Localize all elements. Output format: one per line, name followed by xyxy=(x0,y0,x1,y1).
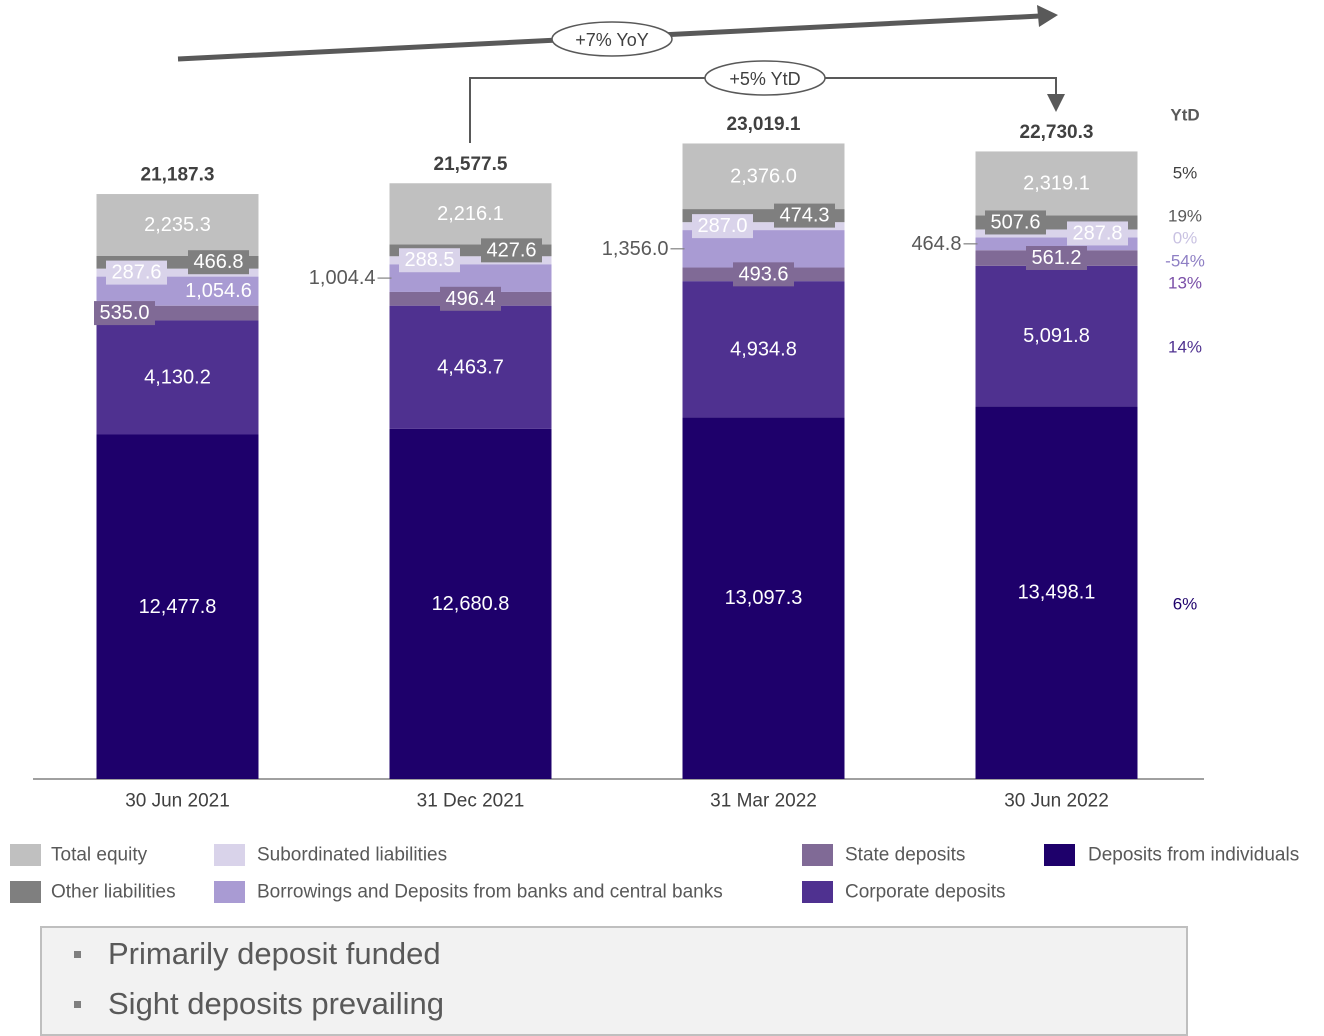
category-label-30-jun-2021: 30 Jun 2021 xyxy=(125,791,230,812)
total-label-31-mar-2022: 23,019.1 xyxy=(727,114,801,135)
bar-total-equity-30-jun-2021 xyxy=(96,194,259,256)
bar-corporate-deposits-31-mar-2022 xyxy=(682,281,845,418)
label-state-deposits-30-jun-2021: 535.0 xyxy=(99,302,149,324)
notes-box: Primarily deposit funded Sight deposits … xyxy=(40,926,1188,1036)
ytd-bubble xyxy=(704,60,826,96)
legend-label-subordinated-liabilities: Subordinated liabilities xyxy=(257,845,447,866)
label-total-equity-31-mar-2022: 2,376.0 xyxy=(730,165,797,187)
label-deposits-from-individuals-31-dec-2021: 12,680.8 xyxy=(432,593,510,615)
yoy-label: +7% YoY xyxy=(575,30,649,50)
legend-label-other-liabilities: Other liabilities xyxy=(51,882,176,903)
label-box-state-deposits-31-dec-2021 xyxy=(440,286,501,311)
label-box-subordinated-liabilities-31-mar-2022 xyxy=(692,214,753,239)
legend-swatch-other-liabilities xyxy=(10,881,41,903)
total-label-31-dec-2021: 21,577.5 xyxy=(434,154,508,175)
label-box-state-deposits-31-mar-2022 xyxy=(733,262,794,287)
label-deposits-from-individuals-30-jun-2022: 13,498.1 xyxy=(1018,582,1096,604)
label-subordinated-liabilities-31-dec-2021: 288.5 xyxy=(404,249,454,271)
label-borrowings-and-deposits-from-banks-and-central-banks-31-mar-2022: 1,356.0 xyxy=(602,238,669,260)
label-total-equity-30-jun-2022: 2,319.1 xyxy=(1023,172,1090,194)
bar-corporate-deposits-30-jun-2022 xyxy=(975,265,1138,407)
bar-deposits-from-individuals-30-jun-2021 xyxy=(96,434,259,779)
label-borrowings-and-deposits-from-banks-and-central-banks-31-dec-2021: 1,004.4 xyxy=(309,267,376,289)
note-primarily-deposit-funded: Primarily deposit funded xyxy=(108,936,441,971)
label-state-deposits-31-dec-2021: 496.4 xyxy=(445,288,495,310)
label-subordinated-liabilities-30-jun-2022: 287.8 xyxy=(1072,222,1122,244)
legend-label-state-deposits: State deposits xyxy=(845,845,965,866)
legend-label-borrowings-and-deposits-from-banks-and-central-banks: Borrowings and Deposits from banks and c… xyxy=(257,882,723,903)
bar-total-equity-30-jun-2022 xyxy=(975,151,1138,216)
legend-label-corporate-deposits: Corporate deposits xyxy=(845,882,1006,903)
label-borrowings-and-deposits-from-banks-and-central-banks-30-jun-2022: 464.8 xyxy=(911,233,961,255)
label-box-subordinated-liabilities-30-jun-2021 xyxy=(106,260,167,285)
bar-deposits-from-individuals-31-dec-2021 xyxy=(389,428,552,779)
label-state-deposits-31-mar-2022: 493.6 xyxy=(738,263,788,285)
label-corporate-deposits-30-jun-2022: 5,091.8 xyxy=(1023,325,1090,347)
bar-total-equity-31-dec-2021 xyxy=(389,183,552,245)
ytd-change-total-equity: 5% xyxy=(1173,164,1198,183)
bar-subordinated-liabilities-31-mar-2022 xyxy=(682,222,845,231)
bullet-icon xyxy=(74,1001,81,1008)
total-label-30-jun-2021: 21,187.3 xyxy=(141,165,215,186)
label-box-state-deposits-30-jun-2021 xyxy=(94,301,155,326)
yoy-arrow-head xyxy=(1037,5,1058,27)
note-sight-deposits-prevailing: Sight deposits prevailing xyxy=(108,986,445,1021)
bar-subordinated-liabilities-30-jun-2021 xyxy=(96,268,259,277)
ytd-change-other-liabilities: 19% xyxy=(1168,207,1202,226)
label-deposits-from-individuals-30-jun-2021: 12,477.8 xyxy=(139,596,217,618)
bar-subordinated-liabilities-30-jun-2022 xyxy=(975,229,1138,238)
bar-corporate-deposits-31-dec-2021 xyxy=(389,305,552,429)
category-label-31-mar-2022: 31 Mar 2022 xyxy=(710,791,817,812)
label-box-other-liabilities-31-mar-2022 xyxy=(774,203,835,228)
ytd-label: +5% YtD xyxy=(729,69,800,89)
label-box-subordinated-liabilities-30-jun-2022 xyxy=(1067,221,1128,246)
label-deposits-from-individuals-31-mar-2022: 13,097.3 xyxy=(725,587,803,609)
label-corporate-deposits-30-jun-2021: 4,130.2 xyxy=(144,366,211,388)
label-box-other-liabilities-31-dec-2021 xyxy=(481,238,542,263)
category-label-30-jun-2022: 30 Jun 2022 xyxy=(1004,791,1109,812)
label-state-deposits-30-jun-2022: 561.2 xyxy=(1031,247,1081,269)
ytd-change-borrowings-and-deposits-from-banks-and-central-banks: -54% xyxy=(1165,252,1205,271)
legend-swatch-state-deposits xyxy=(802,844,833,866)
category-label-31-dec-2021: 31 Dec 2021 xyxy=(417,791,525,812)
ytd-change-corporate-deposits: 14% xyxy=(1168,338,1202,357)
bar-deposits-from-individuals-30-jun-2022 xyxy=(975,406,1138,779)
bar-total-equity-31-mar-2022 xyxy=(682,143,845,210)
ytd-change-state-deposits: 13% xyxy=(1168,274,1202,293)
label-total-equity-30-jun-2021: 2,235.3 xyxy=(144,214,211,236)
ytd-header: YtD xyxy=(1170,106,1199,125)
label-borrowings-and-deposits-from-banks-and-central-banks-30-jun-2021: 1,054.6 xyxy=(185,280,252,302)
legend-label-total-equity: Total equity xyxy=(51,845,148,866)
label-box-subordinated-liabilities-31-dec-2021 xyxy=(399,248,460,273)
label-box-other-liabilities-30-jun-2021 xyxy=(188,250,249,275)
ytd-change-subordinated-liabilities: 0% xyxy=(1173,229,1198,248)
legend-swatch-corporate-deposits xyxy=(802,881,833,903)
label-other-liabilities-31-dec-2021: 427.6 xyxy=(486,239,536,261)
legend-swatch-deposits-from-individuals xyxy=(1044,844,1075,866)
bar-other-liabilities-31-dec-2021 xyxy=(389,244,552,257)
legend-label-deposits-from-individuals: Deposits from individuals xyxy=(1088,845,1299,866)
label-corporate-deposits-31-mar-2022: 4,934.8 xyxy=(730,338,797,360)
label-other-liabilities-31-mar-2022: 474.3 xyxy=(779,205,829,227)
legend-swatch-total-equity xyxy=(10,844,41,866)
label-box-other-liabilities-30-jun-2022 xyxy=(985,210,1046,235)
total-label-30-jun-2022: 22,730.3 xyxy=(1020,122,1094,143)
legend-swatch-subordinated-liabilities xyxy=(214,844,245,866)
stacked-bar-chart: 12,477.8 4,130.2 535.0 1,054.6 287.6 466.8 2,2… xyxy=(10,5,1299,903)
legend-swatch-borrowings-and-deposits-from-banks-and-central-banks xyxy=(214,881,245,903)
label-corporate-deposits-31-dec-2021: 4,463.7 xyxy=(437,356,504,378)
bullet-icon xyxy=(74,951,81,958)
label-other-liabilities-30-jun-2021: 466.8 xyxy=(193,251,243,273)
yoy-bubble xyxy=(551,21,673,57)
label-box-state-deposits-30-jun-2022 xyxy=(1026,246,1087,271)
bar-corporate-deposits-30-jun-2021 xyxy=(96,320,259,435)
label-other-liabilities-30-jun-2022: 507.6 xyxy=(990,211,1040,233)
ytd-change-deposits-from-individuals: 6% xyxy=(1173,595,1198,614)
bar-subordinated-liabilities-31-dec-2021 xyxy=(389,256,552,265)
label-subordinated-liabilities-31-mar-2022: 287.0 xyxy=(697,215,747,237)
ytd-arrow-head xyxy=(1047,94,1065,112)
bar-deposits-from-individuals-31-mar-2022 xyxy=(682,417,845,779)
label-total-equity-31-dec-2021: 2,216.1 xyxy=(437,203,504,225)
label-subordinated-liabilities-30-jun-2021: 287.6 xyxy=(111,262,161,284)
